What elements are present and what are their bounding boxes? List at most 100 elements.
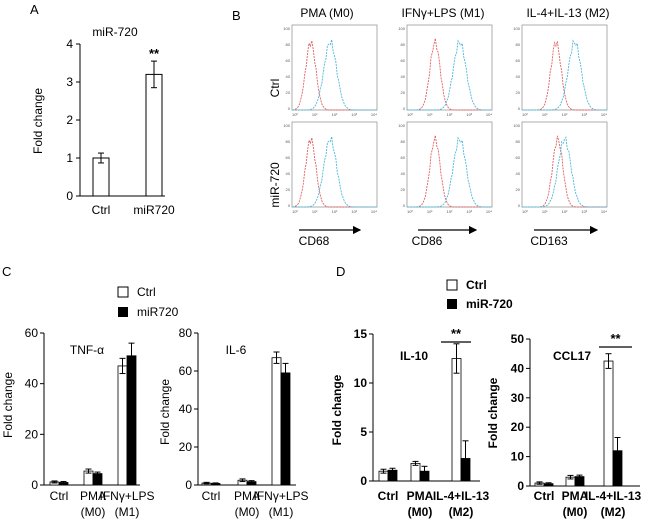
panel-b-log-tick: 10¹ bbox=[427, 112, 433, 117]
panel-b-hist-tick: 40 bbox=[286, 74, 291, 79]
panel-b-hist-tick: 0 bbox=[288, 203, 291, 208]
panel-b-column-title: IL-4+IL-13 (M2) bbox=[526, 6, 609, 20]
panel-b-hist-tick: 0 bbox=[288, 106, 291, 111]
panel-b-histogram-frame bbox=[291, 121, 378, 208]
panel-d-il10-ytick-label: 5 bbox=[360, 425, 367, 439]
panel-b-row-label: miR-720 bbox=[268, 162, 282, 208]
panel-b-hist-tick: 0 bbox=[518, 106, 521, 111]
panel-b-hist-tick: 80 bbox=[401, 42, 406, 47]
panel-b-isotype-histogram bbox=[522, 135, 607, 208]
panel-a-category-label: Ctrl bbox=[92, 203, 111, 217]
panel-c-il6-ytick-label: 60 bbox=[179, 364, 193, 378]
panel-b-stained-histogram bbox=[292, 136, 377, 208]
panel-c-tnf-ytick-label: 60 bbox=[25, 326, 39, 340]
panel-b-log-tick: 10² bbox=[332, 209, 338, 214]
panel-c-il6-category-label: PMA (M0) bbox=[234, 489, 260, 519]
panel-c-tnf-category-line: (M0) bbox=[81, 505, 106, 519]
panel-b-isotype-histogram bbox=[291, 40, 377, 111]
panel-b-log-tick: 10⁰ bbox=[292, 209, 298, 214]
panel-b-hist-tick: 60 bbox=[516, 155, 521, 160]
panel-b-hist-tick: 20 bbox=[286, 187, 291, 192]
panel-d-ccl17-ytick-label: 10 bbox=[511, 450, 525, 464]
panel-b-hist-tick: 20 bbox=[401, 187, 406, 192]
panel-d-ccl17-category-line: Ctrl bbox=[534, 489, 555, 503]
panel-c-il6-ytick-label: 20 bbox=[179, 440, 193, 454]
panel-b-hist-tick: 80 bbox=[516, 42, 521, 47]
legend-d-mir-swatch bbox=[447, 299, 457, 309]
panel-b-isotype-histogram bbox=[291, 137, 377, 208]
panel-d-ccl17-ytick-label: 50 bbox=[511, 332, 525, 346]
panel-b-log-tick: 10³ bbox=[466, 112, 472, 117]
panel-a-ylabel: Fold change bbox=[31, 88, 45, 154]
panel-d-il10-significance: ** bbox=[451, 326, 462, 341]
panel-b-log-tick: 10² bbox=[562, 209, 568, 214]
panel-c-tnf-category-label: IFNγ+LPS (M1) bbox=[99, 489, 154, 519]
panel-b-histogram-frame bbox=[521, 24, 608, 111]
panel-b-hist-tick: 40 bbox=[286, 171, 291, 176]
panel-b-log-tick: 10⁴ bbox=[371, 209, 377, 214]
panel-a-chart: miR-720 Fold change 0 1 2 3 4 Ctrl miR720 ** bbox=[31, 25, 175, 217]
panel-a-title: miR-720 bbox=[92, 25, 138, 39]
panel-b-column-title: IFNγ+LPS (M1) bbox=[401, 6, 484, 20]
panel-d-ccl17-ytick-label: 40 bbox=[511, 361, 525, 375]
panel-b-marker-label: CD68 bbox=[299, 234, 330, 248]
panel-b-hist-tick: 80 bbox=[286, 139, 291, 144]
panel-b-hist-tick: 40 bbox=[516, 171, 521, 176]
panel-d-ccl17-category-line: IL-4+IL-13 bbox=[585, 489, 642, 503]
panel-b-hist-tick: 100 bbox=[513, 26, 520, 31]
panel-c-il6-category-label: IFNγ+LPS (M1) bbox=[253, 489, 308, 519]
panel-c-il6-title: IL-6 bbox=[226, 343, 247, 357]
panel-b-hist-tick: 80 bbox=[286, 42, 291, 47]
panel-a-ytick-label: 4 bbox=[66, 37, 73, 51]
panel-d-il10-ytick-label: 10 bbox=[354, 376, 368, 390]
panel-d-ccl17-category-label: PMA (M0) bbox=[562, 489, 589, 519]
legend-c-ctrl-swatch bbox=[117, 286, 129, 298]
panel-b-log-tick: 10¹ bbox=[312, 112, 318, 117]
panel-letter-d: D bbox=[336, 264, 345, 279]
panel-b-log-tick: 10² bbox=[332, 112, 338, 117]
panel-b-hist-tick: 40 bbox=[401, 74, 406, 79]
panel-b-hist-tick: 40 bbox=[401, 171, 406, 176]
panel-d-il10-category-line: IL-4+IL-13 bbox=[433, 489, 490, 503]
panel-b-log-tick: 10² bbox=[562, 112, 568, 117]
panel-c-il6-category-line: IFNγ+LPS bbox=[253, 489, 308, 503]
panel-b-marker-label: CD163 bbox=[530, 234, 568, 248]
panel-b-log-tick: 10¹ bbox=[312, 209, 318, 214]
panel-c-il6-category-line: (M0) bbox=[235, 505, 260, 519]
panel-a-ytick-label: 0 bbox=[66, 189, 73, 203]
panel-b-marker-label: CD86 bbox=[412, 234, 443, 248]
panel-letter-b: B bbox=[232, 8, 241, 23]
panel-b-histogram-frame bbox=[406, 24, 493, 111]
panel-b-log-tick: 10⁰ bbox=[292, 112, 298, 117]
panel-b-log-tick: 10³ bbox=[466, 209, 472, 214]
panel-c-il6-ytick-label: 80 bbox=[179, 326, 193, 340]
panel-b-log-tick: 10⁴ bbox=[371, 112, 377, 117]
panel-b-stained-histogram bbox=[292, 39, 377, 111]
legend-d-mir-label: miR-720 bbox=[466, 297, 513, 311]
panel-c-il6-bar-mir720-2 bbox=[280, 372, 291, 486]
panel-d-ccl17-category-line: (M0) bbox=[563, 505, 588, 519]
panel-c-il6-bar-ctrl-2 bbox=[271, 357, 282, 486]
panel-b-stained-histogram bbox=[522, 136, 607, 208]
panel-d-ccl17-ytick-label: 0 bbox=[517, 479, 524, 493]
panel-b-hist-tick: 100 bbox=[513, 123, 520, 128]
panel-b-histogram-frame bbox=[291, 24, 378, 111]
legend-c-mir-label: miR720 bbox=[137, 305, 179, 319]
panel-c-il6-category-label: Ctrl bbox=[202, 489, 221, 503]
panel-b-hist-tick: 60 bbox=[401, 155, 406, 160]
panel-b-hist-tick: 100 bbox=[398, 26, 405, 31]
panel-b-isotype-histogram bbox=[407, 38, 492, 111]
panel-d-il10-category-label: IL-4+IL-13 (M2) bbox=[433, 489, 490, 519]
panel-b-log-tick: 10³ bbox=[351, 112, 357, 117]
panel-c-tnf-category-label: PMA (M0) bbox=[80, 489, 106, 519]
panel-d-ccl17-ylabel: Fold change bbox=[486, 377, 500, 448]
panel-d-il10-category-line: Ctrl bbox=[378, 489, 399, 503]
panel-c-il6-category-line: Ctrl bbox=[202, 489, 221, 503]
panel-b-hist-tick: 0 bbox=[518, 203, 521, 208]
panel-c-tnf-ytick-label: 0 bbox=[31, 478, 38, 492]
panel-b-log-tick: 10⁴ bbox=[486, 112, 492, 117]
panel-c-tnf-ytick-label: 40 bbox=[25, 377, 39, 391]
panel-d-il10-category-label: PMA (M0) bbox=[407, 489, 434, 519]
panel-c-tnf-category-line: Ctrl bbox=[50, 489, 69, 503]
panel-b-log-tick: 10⁰ bbox=[522, 209, 528, 214]
